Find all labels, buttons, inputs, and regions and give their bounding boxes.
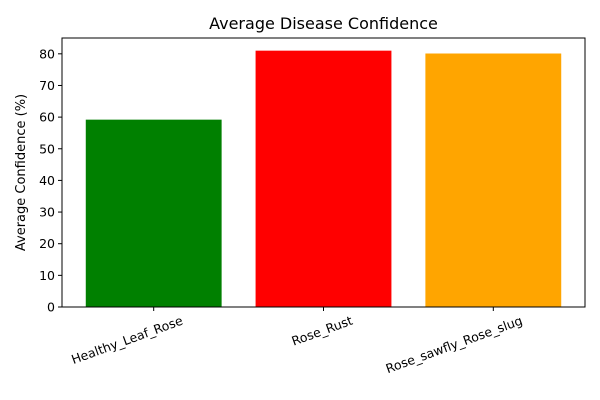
y-tick-label: 60 [39,110,55,125]
y-tick-label: 10 [39,268,55,283]
y-tick-label: 20 [39,236,55,251]
y-axis-ticks: 0 10 20 30 40 50 60 70 80 [39,46,62,315]
y-tick-label: 40 [39,173,55,188]
y-tick-label: 0 [47,300,55,315]
x-tick-label: Healthy_Leaf_Rose [69,313,185,367]
y-tick-label: 70 [39,78,55,93]
x-tick-label: Rose_sawfly_Rose_slug [384,313,525,376]
x-tick-label: Rose_Rust [290,313,355,349]
y-tick-label: 50 [39,141,55,156]
bar-rose-sawfly-rose-slug [425,53,562,308]
y-axis-label: Average Confidence (%) [14,94,29,251]
y-tick-label: 80 [39,46,55,61]
bars-group [85,50,562,308]
chart-title: Average Disease Confidence [209,14,438,33]
y-tick-label: 30 [39,205,55,220]
bar-rose-rust [255,50,392,308]
x-axis-ticks: Healthy_Leaf_Rose Rose_Rust Rose_sawfly_Ro… [69,307,524,376]
bar-healthy-leaf-rose [85,119,222,307]
plot-frame [61,37,586,308]
